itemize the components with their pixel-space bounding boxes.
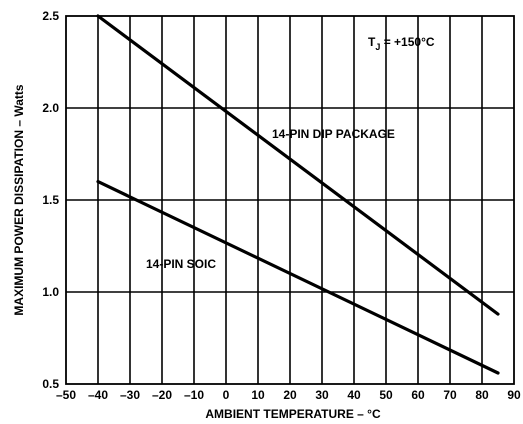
dip-package-line xyxy=(96,14,500,316)
y-tick-label: 0.5 xyxy=(42,377,59,391)
x-tick-label: 20 xyxy=(283,388,297,402)
annotation-t: T xyxy=(368,35,376,49)
x-tick-label: 0 xyxy=(223,388,230,402)
x-tick-label: –50 xyxy=(56,388,76,402)
y-tick-labels: 0.5 1.0 1.5 2.0 2.5 xyxy=(42,9,59,391)
y-tick-label: 1.5 xyxy=(42,193,59,207)
y-axis-title: MAXIMUM POWER DISSIPATION – Watts xyxy=(12,84,26,315)
x-tick-label: 40 xyxy=(347,388,361,402)
x-tick-label: 50 xyxy=(379,388,393,402)
series-label-soic: 14-PIN SOIC xyxy=(146,257,216,271)
junction-temp-annotation: TJ = +150°C xyxy=(368,35,435,52)
x-tick-label: –40 xyxy=(88,388,108,402)
series-label-dip: 14-PIN DIP PACKAGE xyxy=(272,127,395,141)
x-axis-title: AMBIENT TEMPERATURE – °C xyxy=(205,407,381,421)
y-tick-label: 2.0 xyxy=(42,101,59,115)
annotation-value: = +150°C xyxy=(380,35,435,49)
x-tick-label: 70 xyxy=(443,388,457,402)
x-tick-label: –10 xyxy=(184,388,204,402)
x-tick-label: 90 xyxy=(507,388,521,402)
y-tick-label: 1.0 xyxy=(42,285,59,299)
x-tick-label: 80 xyxy=(475,388,489,402)
grid-lines xyxy=(66,16,514,384)
series-layer xyxy=(96,14,500,375)
plot-frame xyxy=(65,15,515,385)
x-tick-labels: –50 –40 –30 –20 –10 0 10 20 30 40 50 60 70 80 90 xyxy=(56,388,521,402)
annotation-subscript: J xyxy=(375,42,380,52)
x-tick-label: 60 xyxy=(411,388,425,402)
x-tick-label: –30 xyxy=(120,388,140,402)
x-tick-label: 10 xyxy=(251,388,265,402)
x-tick-label: 30 xyxy=(315,388,329,402)
x-tick-label: –20 xyxy=(152,388,172,402)
soic-line xyxy=(96,180,500,375)
y-tick-label: 2.5 xyxy=(42,9,59,23)
